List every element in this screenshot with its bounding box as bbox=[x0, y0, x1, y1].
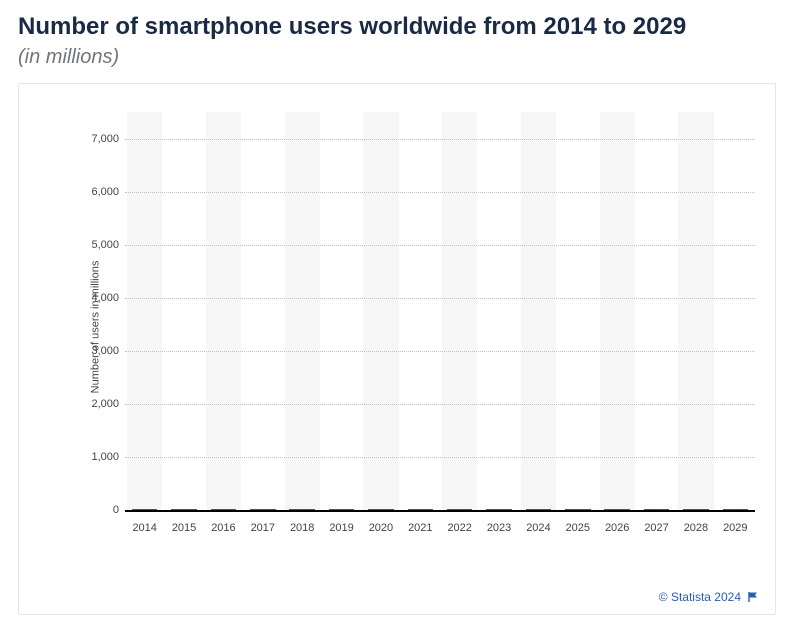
bar bbox=[604, 509, 629, 510]
x-tick-label: 2014 bbox=[125, 516, 164, 542]
x-tick-label: 2026 bbox=[598, 516, 637, 542]
y-axis-label: Number of users in millions bbox=[89, 261, 101, 394]
attribution: © Statista 2024 bbox=[659, 590, 759, 604]
y-tick-label: 6,000 bbox=[91, 186, 125, 198]
x-tick-label: 2022 bbox=[440, 516, 479, 542]
x-tick-label: 2027 bbox=[637, 516, 676, 542]
y-tick-label: 5,000 bbox=[91, 239, 125, 251]
x-tick-label: 2015 bbox=[164, 516, 203, 542]
y-tick-label: 0 bbox=[113, 504, 125, 516]
y-tick-label: 4,000 bbox=[91, 292, 125, 304]
bar-slot bbox=[676, 509, 715, 510]
y-tick-label: 3,000 bbox=[91, 345, 125, 357]
bar bbox=[723, 509, 748, 510]
x-tick-label: 2018 bbox=[283, 516, 322, 542]
plot-region: 01,0002,0003,0004,0005,0006,0007,000 bbox=[125, 112, 755, 512]
bar bbox=[211, 509, 236, 510]
bar-slot bbox=[479, 509, 518, 510]
bar bbox=[644, 509, 669, 510]
x-tick-label: 2020 bbox=[361, 516, 400, 542]
bar bbox=[486, 509, 511, 510]
bar-slot bbox=[243, 509, 282, 510]
bar-slot bbox=[558, 509, 597, 510]
y-tick-label: 2,000 bbox=[91, 398, 125, 410]
chart-subtitle: (in millions) bbox=[18, 46, 776, 69]
y-tick-label: 1,000 bbox=[91, 451, 125, 463]
x-tick-label: 2016 bbox=[204, 516, 243, 542]
bar-slot bbox=[204, 509, 243, 510]
flag-icon bbox=[747, 591, 759, 603]
bar bbox=[329, 509, 354, 510]
x-tick-label: 2029 bbox=[716, 516, 755, 542]
x-tick-label: 2017 bbox=[243, 516, 282, 542]
bar-slot bbox=[322, 509, 361, 510]
bar-slot bbox=[361, 509, 400, 510]
bar-slot bbox=[283, 509, 322, 510]
bar bbox=[289, 509, 314, 510]
bar-slot bbox=[716, 509, 755, 510]
bars-container bbox=[125, 112, 755, 510]
y-tick-label: 7,000 bbox=[91, 133, 125, 145]
bar bbox=[408, 509, 433, 510]
bar bbox=[171, 509, 196, 510]
x-tick-label: 2028 bbox=[676, 516, 715, 542]
attribution-text: © Statista 2024 bbox=[659, 590, 741, 604]
x-tick-label: 2024 bbox=[519, 516, 558, 542]
x-tick-label: 2021 bbox=[401, 516, 440, 542]
bar-slot bbox=[164, 509, 203, 510]
bar-slot bbox=[401, 509, 440, 510]
x-tick-label: 2023 bbox=[479, 516, 518, 542]
chart-title: Number of smartphone users worldwide fro… bbox=[18, 12, 776, 42]
bar bbox=[250, 509, 275, 510]
x-axis-labels: 2014201520162017201820192020202120222023… bbox=[125, 516, 755, 542]
x-tick-label: 2019 bbox=[322, 516, 361, 542]
bar-slot bbox=[519, 509, 558, 510]
x-tick-label: 2025 bbox=[558, 516, 597, 542]
bar bbox=[368, 509, 393, 510]
bar-slot bbox=[125, 509, 164, 510]
bar bbox=[447, 509, 472, 510]
bar-slot bbox=[637, 509, 676, 510]
chart-card: Number of users in millions 01,0002,0003… bbox=[18, 83, 776, 615]
bar bbox=[565, 509, 590, 510]
chart-area: Number of users in millions 01,0002,0003… bbox=[89, 112, 755, 542]
bar-slot bbox=[598, 509, 637, 510]
bar bbox=[132, 509, 157, 510]
bar bbox=[683, 509, 708, 510]
bar-slot bbox=[440, 509, 479, 510]
bar bbox=[526, 509, 551, 510]
